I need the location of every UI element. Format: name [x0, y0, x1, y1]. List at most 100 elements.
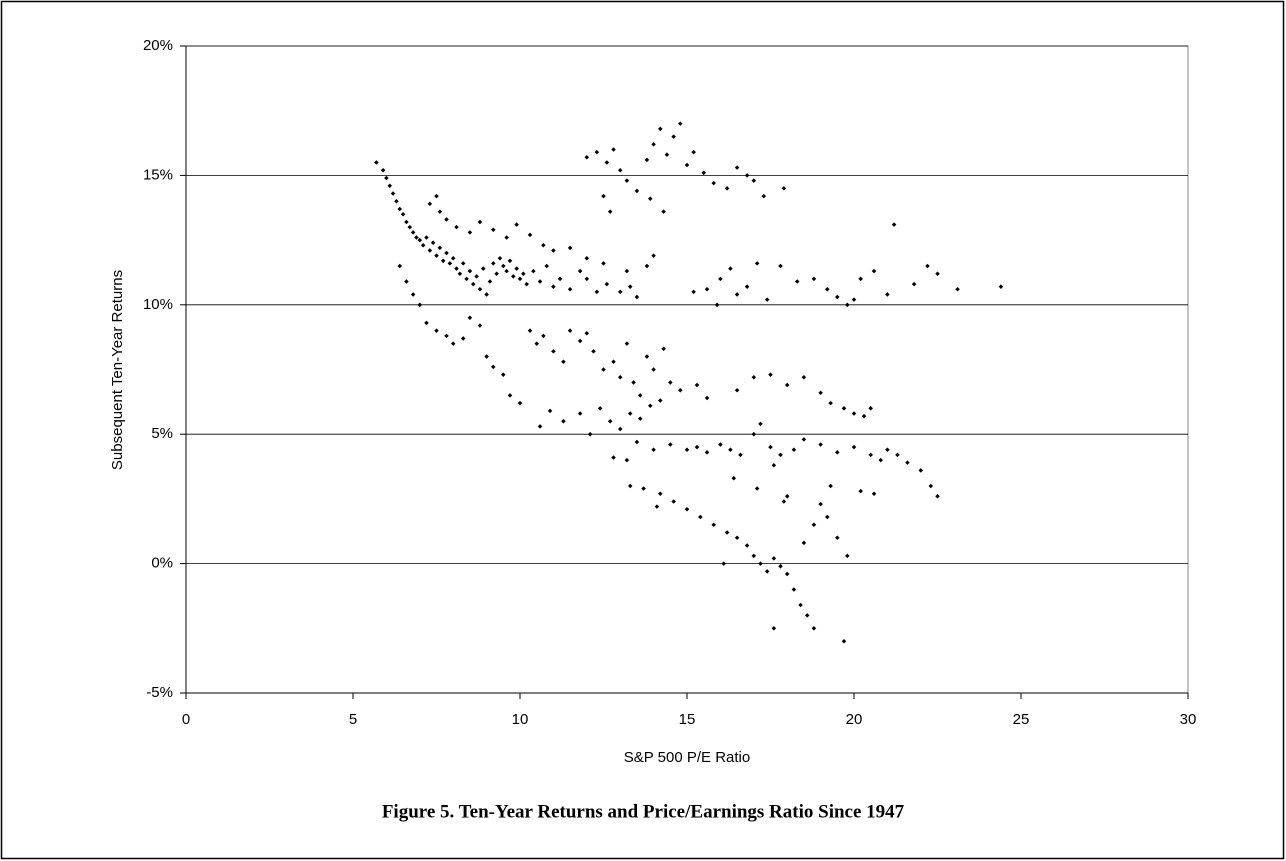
- scatter-point: [617, 375, 623, 380]
- scatter-point: [704, 287, 710, 292]
- scatter-point: [801, 375, 807, 380]
- scatter-point: [871, 491, 877, 496]
- scatter-point: [410, 292, 416, 297]
- scatter-point: [955, 287, 960, 292]
- scatter-point: [851, 444, 857, 450]
- scatter-point: [444, 250, 449, 256]
- scatter-point: [551, 284, 556, 289]
- scatter-point: [794, 279, 800, 284]
- scatter-point: [668, 380, 673, 385]
- scatter-point: [668, 442, 673, 447]
- scatter-point: [778, 452, 783, 458]
- y-tick-label: -5%: [146, 684, 173, 701]
- scatter-point: [885, 447, 890, 452]
- scatter-point: [427, 248, 433, 253]
- scatter-point: [517, 276, 523, 282]
- scatter-point: [434, 328, 439, 333]
- scatter-point: [841, 638, 847, 644]
- scatter-point: [751, 431, 757, 437]
- scatter-point: [584, 276, 590, 282]
- scatter-point: [721, 561, 727, 566]
- y-tick-label: 5%: [151, 425, 173, 442]
- scatter-point: [501, 263, 506, 269]
- scatter-point: [744, 284, 750, 289]
- scatter-point: [791, 447, 797, 452]
- scatter-point: [587, 431, 593, 437]
- scatter-point: [818, 501, 823, 507]
- scatter-point: [414, 235, 419, 240]
- scatter-point: [404, 279, 409, 284]
- scatter-point: [557, 276, 563, 282]
- scatter-point: [617, 426, 623, 432]
- scatter-point: [577, 268, 583, 274]
- scatter-point: [784, 382, 790, 388]
- scatter-point: [851, 297, 857, 302]
- scatter-point: [537, 424, 543, 429]
- scatter-point: [861, 413, 867, 419]
- scatter-point: [658, 491, 663, 496]
- scatter-point: [768, 372, 773, 377]
- scatter-point: [491, 261, 496, 266]
- scatter-point: [644, 263, 650, 269]
- scatter-point: [771, 556, 777, 561]
- scatter-point: [611, 359, 616, 364]
- scatter-point: [624, 457, 630, 463]
- scatter-point: [584, 255, 590, 261]
- scatter-point: [754, 261, 760, 266]
- x-tick-label: 25: [1013, 711, 1030, 728]
- scatter-point: [594, 289, 600, 295]
- y-tick-label: 0%: [151, 555, 173, 572]
- scatter-point: [791, 587, 797, 592]
- scatter-point: [501, 372, 506, 377]
- scatter-point: [851, 411, 857, 416]
- scatter-point: [728, 266, 733, 271]
- scatter-point: [464, 276, 469, 282]
- scatter-point: [905, 460, 910, 465]
- scatter-point: [818, 390, 823, 396]
- x-tick-label: 10: [512, 711, 529, 728]
- scatter-point: [811, 626, 817, 631]
- scatter-point: [998, 284, 1004, 289]
- scatter-point: [644, 354, 650, 359]
- scatter-point: [841, 406, 847, 411]
- scatter-point: [734, 387, 740, 393]
- scatter-point: [460, 336, 466, 341]
- scatter-point: [450, 255, 456, 261]
- scatter-point: [437, 245, 443, 251]
- scatter-point: [474, 274, 479, 279]
- scatter-point: [447, 261, 453, 266]
- scatter-point: [771, 462, 777, 468]
- y-tick-label: 10%: [143, 296, 173, 313]
- scatter-point: [935, 271, 940, 277]
- scatter-point: [404, 219, 409, 225]
- scatter-point: [424, 235, 429, 240]
- scatter-point: [647, 403, 653, 408]
- scatter-point: [390, 191, 396, 196]
- scatter-point: [928, 483, 934, 489]
- scatter-point: [835, 294, 840, 300]
- scatter-point: [577, 411, 583, 416]
- scatter-point: [477, 323, 483, 328]
- scatter-point: [460, 261, 466, 266]
- scatter-point: [424, 320, 429, 326]
- scatter-point: [591, 349, 596, 354]
- scatter-point: [911, 281, 917, 287]
- scatter-point: [895, 452, 900, 458]
- scatter-point: [561, 359, 566, 364]
- scatter-point: [764, 297, 770, 302]
- scatter-point: [504, 268, 509, 274]
- scatter-point: [871, 268, 877, 274]
- scatter-point: [484, 292, 489, 297]
- scatter-point: [494, 271, 499, 277]
- scatter-point: [480, 266, 486, 271]
- scatter-point: [507, 258, 513, 264]
- scatter-point: [658, 398, 663, 403]
- scatter-point: [627, 411, 633, 416]
- scatter-point: [597, 406, 603, 411]
- scatter-point: [698, 514, 703, 520]
- scatter-point: [661, 346, 666, 352]
- scatter-point: [751, 553, 757, 559]
- scatter-point: [678, 387, 683, 393]
- scatter-point: [534, 341, 539, 346]
